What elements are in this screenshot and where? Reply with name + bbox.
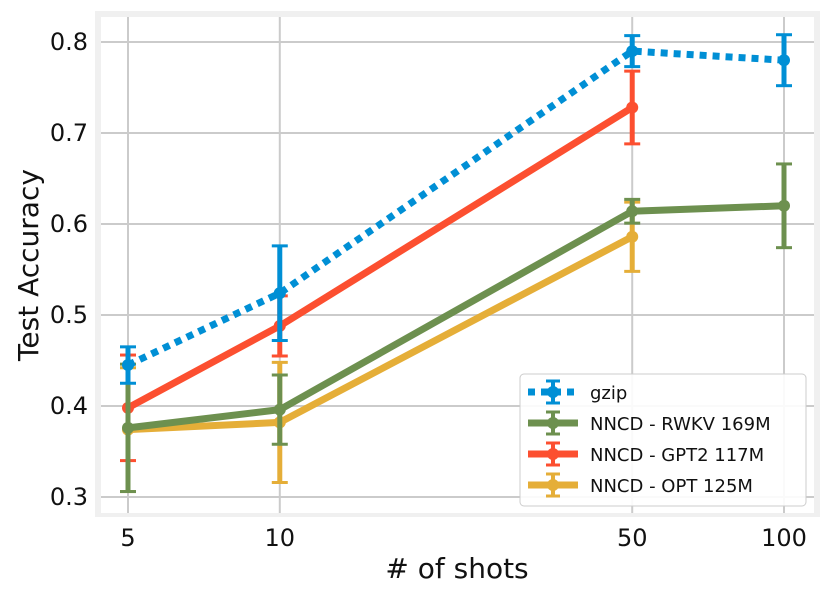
- x-tick-labels: 5 10 50 100: [120, 524, 807, 552]
- legend: gzip NNCD - RWKV 169M NNCD - GPT2 117M NNCD…: [519, 373, 807, 507]
- legend-entry: NNCD - GPT2 117M: [528, 441, 764, 467]
- data-point: [273, 287, 286, 300]
- y-tick-label: 0.7: [50, 119, 88, 147]
- y-tick-label: 0.5: [50, 301, 88, 329]
- data-point: [778, 54, 790, 67]
- y-tick-label: 0.6: [50, 210, 88, 238]
- x-axis-label: # of shots: [385, 552, 528, 585]
- legend-label: NNCD - RWKV 169M: [590, 414, 771, 435]
- x-tick-label: 100: [761, 524, 807, 552]
- legend-label: NNCD - OPT 125M: [590, 476, 753, 497]
- x-tick-label: 50: [617, 524, 648, 552]
- legend-box: [519, 373, 807, 507]
- series-layer: [120, 33, 792, 494]
- data-point: [122, 421, 134, 434]
- y-tick-label: 0.8: [50, 28, 88, 56]
- series-nncd-rwkv-169m: [120, 162, 792, 494]
- data-point: [626, 101, 639, 114]
- series-line: [126, 47, 785, 369]
- legend-label: gzip: [590, 383, 627, 404]
- x-tick-label: 10: [265, 524, 296, 552]
- legend-swatch-marker: [547, 448, 559, 460]
- legend-swatch-marker: [547, 479, 559, 491]
- series-line: [127, 202, 785, 432]
- y-tick-label: 0.4: [50, 392, 88, 420]
- y-tick-labels: 0.3 0.4 0.5 0.6 0.7 0.8: [50, 28, 88, 511]
- data-point: [273, 403, 286, 416]
- x-tick-label: 5: [120, 524, 135, 552]
- data-point: [626, 230, 639, 243]
- legend-entry: gzip: [528, 379, 627, 405]
- legend-swatch-marker: [547, 417, 559, 429]
- y-axis-label: Test Accuracy: [12, 169, 45, 362]
- data-point: [626, 45, 639, 58]
- legend-entry: NNCD - OPT 125M: [528, 472, 753, 498]
- legend-label: NNCD - GPT2 117M: [590, 445, 764, 466]
- legend-swatch-marker: [547, 386, 559, 398]
- y-tick-label: 0.3: [50, 483, 88, 511]
- data-point: [778, 199, 790, 212]
- data-point: [626, 205, 639, 218]
- legend-entry: NNCD - RWKV 169M: [528, 410, 771, 436]
- series-gzip: [120, 33, 792, 385]
- data-point: [122, 359, 134, 372]
